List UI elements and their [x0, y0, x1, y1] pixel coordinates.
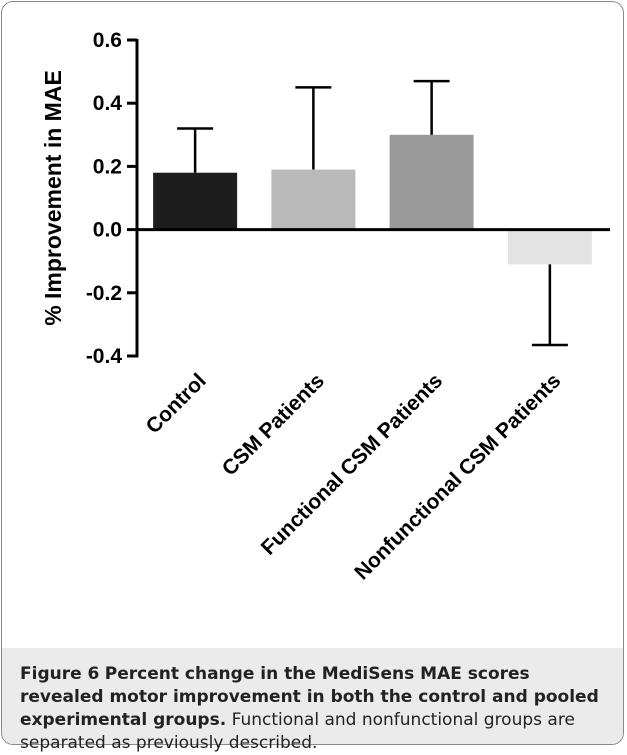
y-tick-label-2: 0.4: [93, 92, 123, 115]
y-tick-label-3: 0.2: [93, 155, 122, 178]
error-bar-2: [295, 86, 332, 170]
y-tick-label-5: -0.2: [86, 282, 122, 305]
y-tick-label-6: -0.4: [86, 345, 123, 368]
y-axis-label: % Improvement in MAE: [40, 70, 66, 326]
error-bar-4: [531, 264, 568, 347]
caption-bold-text: Percent change in the MediSens MAE score…: [20, 664, 599, 730]
x-category-label-1: Control: [142, 369, 211, 438]
x-category-label-2: CSM Patients: [218, 369, 329, 480]
error-bar-3: [413, 79, 450, 135]
error-bar-1: [177, 127, 214, 173]
caption-label: Figure 6: [20, 664, 100, 684]
figure-caption: Figure 6 Percent change in the MediSens …: [20, 663, 610, 755]
bar-1: [153, 172, 238, 230]
y-tick-label-4: 0.0: [93, 219, 122, 242]
bar-2: [271, 169, 356, 230]
y-tick-label-1: 0.6: [93, 29, 122, 52]
bar-4: [507, 229, 592, 265]
bar-3: [389, 134, 474, 230]
x-category-label-4: Nonfunctional CSM Patients: [350, 369, 565, 584]
caption-box: [2, 648, 623, 744]
